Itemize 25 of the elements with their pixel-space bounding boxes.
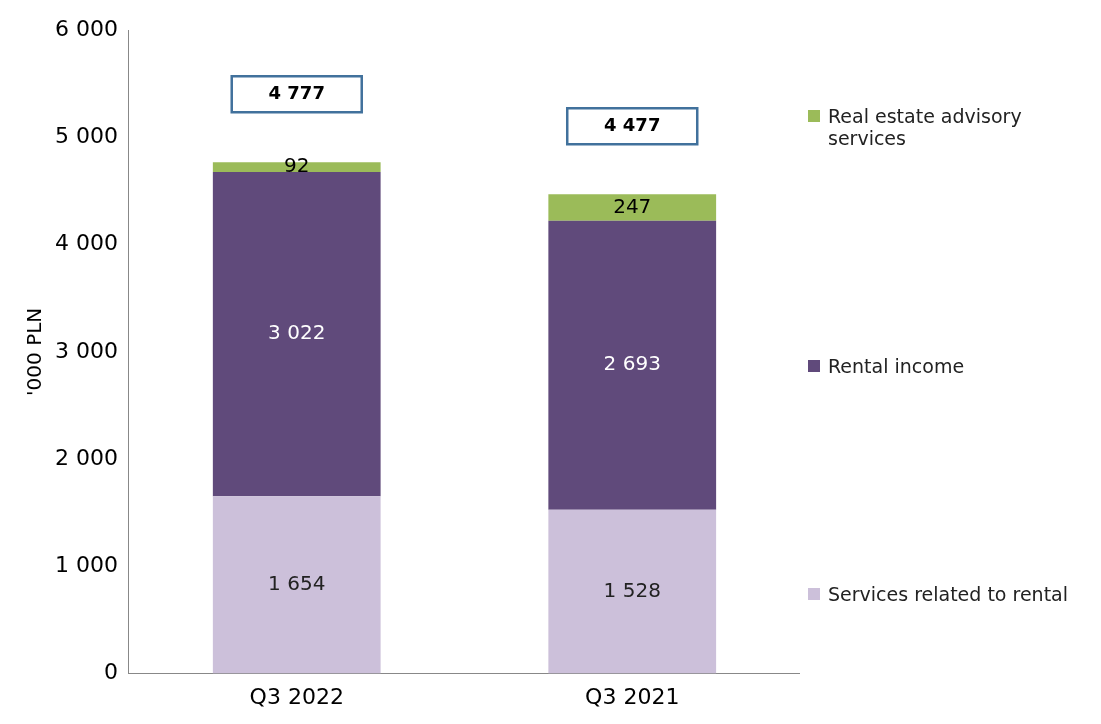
bar: [548, 220, 717, 510]
annotation: 4 777: [268, 81, 325, 103]
data-label: 2 693: [603, 351, 661, 376]
y-tick-label: 1 000: [55, 552, 118, 578]
x-tick-label: Q3 2021: [585, 683, 680, 709]
x-tick-label: Q3 2022: [249, 683, 344, 709]
y-tick-label: 5 000: [55, 122, 118, 148]
legend-label: Real estate advisory services: [828, 105, 1023, 149]
y-tick-label: 6 000: [55, 15, 118, 41]
legend-label: Rental income: [828, 355, 965, 377]
y-tick-label: 4 000: [55, 230, 118, 256]
annotation: 4 477: [604, 114, 661, 135]
bar: [548, 194, 717, 221]
bar: [212, 172, 381, 497]
bar: [212, 496, 381, 674]
y-tick-label: 0: [103, 659, 118, 685]
data-label: 1 528: [603, 577, 661, 602]
y-tick-label: 3 000: [55, 337, 118, 363]
y-axis-title: '000 PLN: [22, 307, 47, 396]
legend-label: Services related to rental: [828, 583, 1069, 605]
data-label: 3 022: [268, 320, 326, 345]
data-label: 247: [613, 193, 652, 218]
data-label: 1 654: [268, 571, 326, 596]
bar: [548, 509, 717, 674]
y-tick-label: 2 000: [55, 444, 118, 470]
